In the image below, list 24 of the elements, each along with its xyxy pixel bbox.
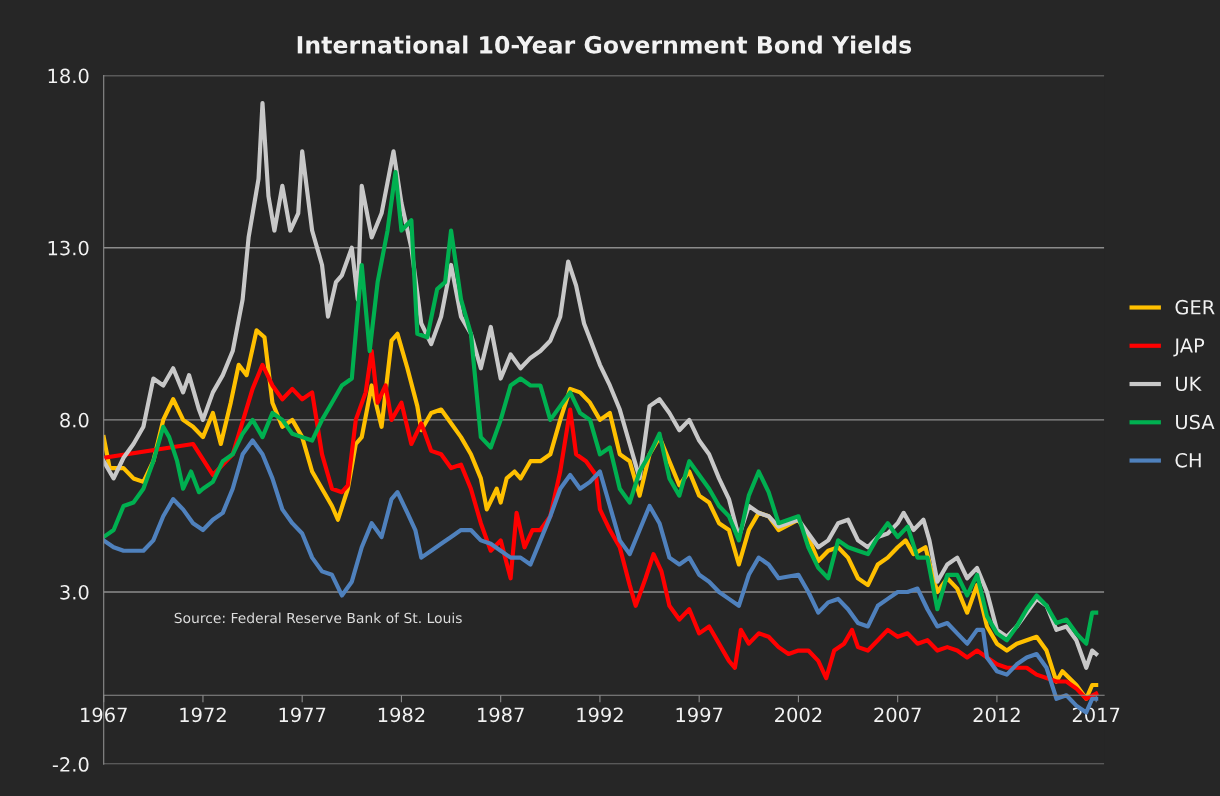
x-tick-label: 1992 — [577, 707, 623, 723]
x-tick-label: 2002 — [775, 707, 822, 723]
x-tick-label: 2012 — [973, 707, 1020, 723]
y-tick-label: 3.0 — [60, 584, 89, 600]
legend-label: UK — [1176, 376, 1202, 392]
x-tick-label: 1987 — [478, 707, 524, 723]
x-tick-label: 1977 — [279, 707, 326, 723]
x-tick-label: 1982 — [378, 707, 425, 723]
line-series — [103, 101, 1099, 670]
y-tick-label: 13.0 — [48, 240, 89, 256]
legend-label: GER — [1175, 299, 1215, 315]
x-tick-label: 2007 — [874, 707, 921, 723]
x-tick-label: 1967 — [81, 707, 127, 723]
legend-label: JAP — [1173, 338, 1205, 357]
x-tick-label: 1997 — [676, 707, 723, 723]
chart-title: International 10-Year Government Bond Yields — [297, 35, 912, 54]
y-tick-label: 8.0 — [60, 412, 89, 428]
y-tick-label: 18.0 — [48, 68, 89, 84]
legend-label: CH — [1175, 452, 1201, 468]
annotation: Source: Federal Reserve Bank of St. Louis — [174, 612, 462, 624]
y-tick-label: -2.0 — [52, 757, 89, 772]
x-tick-label: 1972 — [180, 707, 226, 723]
legend-label: USA — [1176, 414, 1215, 430]
line-series — [103, 169, 1099, 646]
